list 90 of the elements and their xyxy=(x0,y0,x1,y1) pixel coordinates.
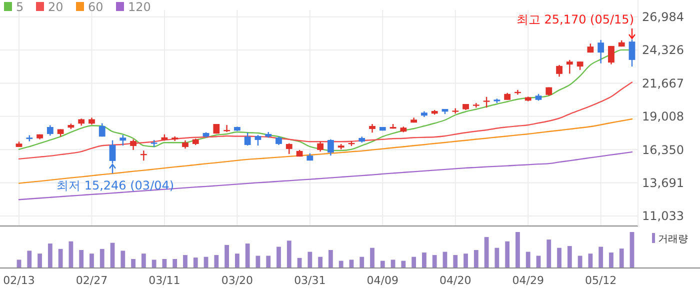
x-tick-label: 03/11 xyxy=(148,274,180,287)
bar xyxy=(516,232,520,268)
bar xyxy=(338,260,344,268)
legend-label: 120 xyxy=(128,0,151,14)
bar xyxy=(286,240,292,268)
bar xyxy=(360,256,364,268)
legend-label: 20 xyxy=(48,0,64,14)
candlestick xyxy=(46,124,54,136)
line-series xyxy=(18,82,633,160)
candlestick xyxy=(317,141,324,152)
x-tick-label: 04/09 xyxy=(366,274,398,287)
legend-label: 거래량 xyxy=(658,234,688,245)
bar xyxy=(79,250,84,268)
bar xyxy=(131,259,136,268)
bar xyxy=(422,252,426,268)
x-tick-label: 04/29 xyxy=(512,274,544,287)
bar xyxy=(557,248,562,268)
bar xyxy=(27,250,32,268)
bar xyxy=(308,252,312,268)
bar xyxy=(120,250,126,268)
bar xyxy=(380,260,385,268)
bar xyxy=(484,237,489,268)
candlestick xyxy=(556,64,562,78)
bar xyxy=(526,252,530,268)
x-tick-label: 02/13 xyxy=(3,274,35,287)
bar xyxy=(193,258,198,268)
candlestick xyxy=(566,59,573,74)
y-tick-label: 13,691 xyxy=(642,176,684,190)
candlestick xyxy=(608,45,614,65)
y-tick-label: 19,008 xyxy=(642,110,684,124)
bar xyxy=(266,256,271,268)
bar xyxy=(245,244,250,268)
bar xyxy=(58,248,63,268)
y-tick-label: 26,984 xyxy=(642,10,684,24)
bar xyxy=(578,256,582,268)
bar xyxy=(505,241,510,268)
bar xyxy=(68,241,74,268)
bar xyxy=(464,254,468,268)
x-tick-label: 05/12 xyxy=(584,274,617,287)
bar xyxy=(318,256,323,268)
bar xyxy=(432,255,437,268)
bar xyxy=(370,248,374,268)
legend-label: 60 xyxy=(88,0,104,14)
bar xyxy=(276,246,281,268)
bar xyxy=(38,254,42,268)
bar xyxy=(598,246,604,268)
bar xyxy=(328,250,333,268)
candlestick xyxy=(120,134,126,146)
bar xyxy=(412,256,416,268)
bar xyxy=(630,232,634,268)
candlestick xyxy=(130,138,136,151)
bar xyxy=(453,255,458,268)
bar xyxy=(546,240,552,268)
y-tick-label: 24,326 xyxy=(642,43,684,58)
candlestick xyxy=(98,122,106,138)
bar xyxy=(224,244,229,268)
line-series xyxy=(18,151,633,200)
x-tick-label: 04/20 xyxy=(440,274,472,287)
y-tick-label: 21,667 xyxy=(642,76,684,90)
bar xyxy=(619,248,624,268)
candlestick xyxy=(109,140,116,164)
bar xyxy=(609,252,614,268)
candlestick xyxy=(254,134,262,146)
bar xyxy=(401,260,406,268)
candlestick xyxy=(483,96,490,108)
bar xyxy=(588,254,593,268)
bar xyxy=(567,246,572,268)
bar xyxy=(494,248,500,268)
annotation: 최저 15,246 (03/04) xyxy=(56,178,174,192)
candlestick xyxy=(598,39,604,64)
y-tick-label: 16,350 xyxy=(642,142,684,157)
annotation: 최고 25,170 (05/15) xyxy=(516,12,634,26)
x-tick-label: 03/31 xyxy=(294,274,326,287)
bar xyxy=(90,254,94,268)
legend-label: 5 xyxy=(16,0,24,14)
bar xyxy=(152,260,156,268)
x-tick-label: 03/20 xyxy=(221,274,254,287)
candlestick xyxy=(244,132,251,146)
bar xyxy=(100,248,104,268)
x-tick-label: 02/27 xyxy=(76,274,108,287)
bar xyxy=(172,259,178,268)
bar xyxy=(474,250,478,268)
bar xyxy=(48,244,52,268)
bar xyxy=(141,254,146,268)
candlestick xyxy=(327,138,334,156)
y-tick-label: 11,033 xyxy=(642,209,684,224)
bar xyxy=(214,255,219,268)
candlestick xyxy=(286,142,292,155)
bar xyxy=(234,254,240,268)
bar xyxy=(183,255,188,268)
